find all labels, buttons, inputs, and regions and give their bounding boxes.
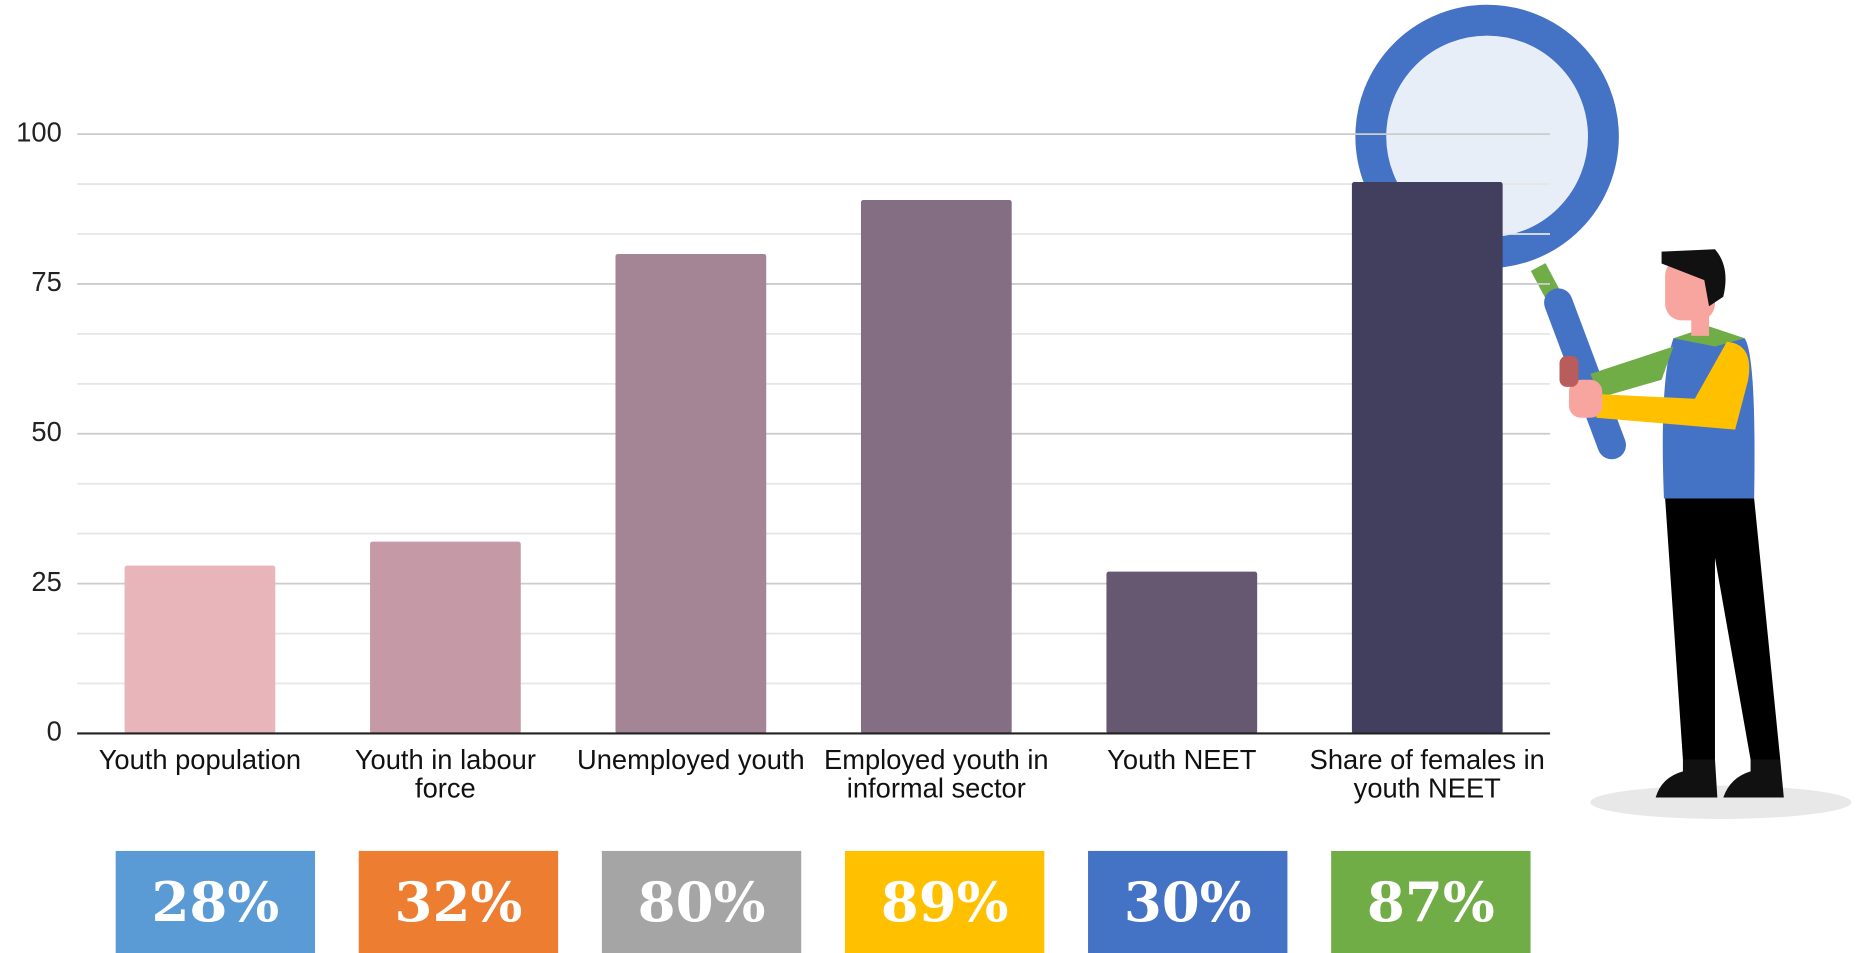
stat-box (844, 850, 1045, 953)
stat-box (358, 850, 559, 953)
stat-box-label: 30% (1124, 870, 1252, 934)
y-tick-label: 0 (47, 716, 62, 747)
x-tick-label-box: Youth NEET (1107, 745, 1257, 775)
x-tick-label: Unemployed youth (577, 745, 805, 775)
x-tick-label: Youth in labour force (354, 745, 536, 804)
bar (1106, 571, 1258, 734)
x-tick-label: Youth population (98, 745, 302, 775)
plot: 0 25 50 75 100 Youth population 28% Youth in la… (16, 116, 1551, 953)
stat-box (1088, 850, 1288, 953)
stat-box-label: 87% (1367, 870, 1495, 934)
bar (615, 253, 767, 734)
stat-box (601, 850, 802, 953)
x-tick-label: Employed youth in informal sector (824, 745, 1049, 804)
bar (124, 565, 276, 734)
stat-box-label: 89% (881, 870, 1009, 934)
y-tick-label: 75 (31, 266, 61, 297)
stat-box (115, 850, 316, 953)
x-tick-label-box: Employed youth in informal sector (824, 745, 1049, 804)
x-tick-label-box: Unemployed youth (577, 745, 805, 775)
stat-box-label: 80% (638, 870, 766, 934)
x-tick-label: Youth NEET (1107, 745, 1257, 775)
bar (1351, 182, 1503, 734)
x-tick-label-box: Youth in labour force (354, 745, 536, 804)
stat-box-label: 32% (395, 870, 523, 934)
bar (370, 541, 521, 734)
x-tick-label: Share of females in youth NEET (1309, 745, 1545, 804)
y-tick-label: 50 (31, 416, 61, 447)
y-tick-label: 100 (16, 116, 62, 147)
stat-box-label: 28% (151, 870, 279, 934)
x-tick-label-box: Share of females in youth NEET (1309, 745, 1545, 804)
stat-box (1331, 850, 1531, 953)
y-tick-label: 25 (31, 566, 61, 597)
x-tick-label-box: Youth population (98, 745, 302, 775)
bar (860, 200, 1012, 734)
